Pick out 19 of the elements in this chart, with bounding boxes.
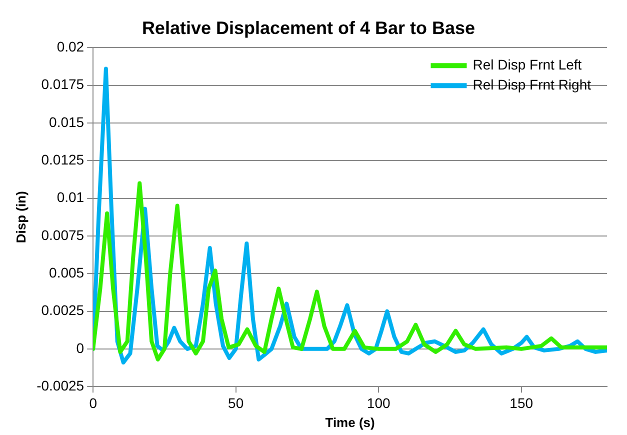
y-tick-label: 0.0125: [41, 151, 84, 168]
y-tick-label: -0.0025: [36, 377, 84, 394]
legend-label: Rel Disp Frnt Right: [472, 76, 592, 92]
y-tick-label: 0.0075: [41, 226, 84, 243]
y-tick-label: 0.0025: [41, 302, 84, 318]
chart-title: Relative Displacement of 4 Bar to Base: [142, 18, 476, 38]
x-tick-label: 100: [366, 394, 390, 411]
x-tick-label: 0: [89, 394, 98, 411]
x-tick-label: 50: [228, 394, 244, 411]
x-tick-label: 150: [510, 394, 534, 411]
y-tick-label: 0.005: [49, 264, 84, 280]
y-tick-label: 0.0175: [41, 76, 84, 92]
x-axis-title: Time (s): [325, 414, 375, 430]
y-tick-label: 0.015: [49, 114, 84, 130]
legend-label: Rel Disp Frnt Left: [472, 56, 582, 72]
y-tick-label: 0.01: [56, 189, 84, 206]
y-tick-label: 0.02: [56, 38, 84, 54]
y-tick-label: 0: [76, 340, 84, 356]
y-axis-title: Disp (in): [13, 191, 28, 244]
